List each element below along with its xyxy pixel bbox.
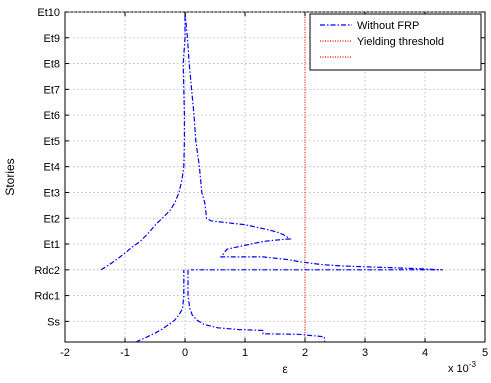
x-tick-label: 1 (242, 347, 248, 359)
x-axis-multiplier-exponent: -3 (469, 360, 477, 369)
y-tick-label-rdc1: Rdc1 (34, 291, 60, 303)
y-tick-label-et3: Et3 (43, 187, 60, 199)
x-axis-ticks: -2 -1 0 1 2 3 4 5 (60, 12, 488, 359)
y-tick-label-et10: Et10 (37, 7, 60, 19)
series-without-frp-line (187, 269, 326, 343)
legend-box (309, 13, 482, 71)
y-tick-label-rdc2: Rdc2 (34, 265, 60, 277)
series-without-frp-line (100, 12, 186, 271)
y-tick-label-et1: Et1 (43, 239, 60, 251)
x-tick-label: 0 (182, 347, 188, 359)
x-axis-multiplier-base: x 10 (448, 363, 469, 375)
x-tick-label: 4 (422, 347, 428, 359)
y-tick-label-et4: Et4 (43, 162, 60, 174)
legend-label-yielding-threshold: Yielding threshold (357, 36, 444, 48)
y-tick-label-ss: Ss (47, 316, 60, 328)
x-tick-label: 5 (482, 347, 488, 359)
y-axis-title: Stories (3, 158, 17, 195)
y-tick-label-et7: Et7 (43, 84, 60, 96)
x-tick-label: 2 (302, 347, 308, 359)
legend-label-without-frp: Without FRP (357, 20, 419, 32)
series-without-frp-line (184, 11, 444, 271)
x-tick-label: 3 (362, 347, 368, 359)
legend: Without FRP Yielding threshold (309, 13, 482, 71)
y-tick-label-et9: Et9 (43, 33, 60, 45)
x-axis-multiplier: x 10-3 (448, 360, 476, 375)
y-tick-label-et6: Et6 (43, 110, 60, 122)
x-tick-label: -1 (120, 347, 130, 359)
x-axis-title: ε (282, 362, 288, 376)
x-tick-label: -2 (60, 347, 70, 359)
series-layer (100, 11, 444, 343)
y-tick-label-et5: Et5 (43, 136, 60, 148)
y-tick-label-et8: Et8 (43, 59, 60, 71)
y-axis-ticks: Ss Rdc1 Rdc2 Et1 Et2 Et3 Et4 Et5 Et6 Et7 Et8 Et9 Et1… (34, 7, 485, 328)
y-tick-label-et2: Et2 (43, 213, 60, 225)
series-without-frp-line (135, 269, 185, 343)
